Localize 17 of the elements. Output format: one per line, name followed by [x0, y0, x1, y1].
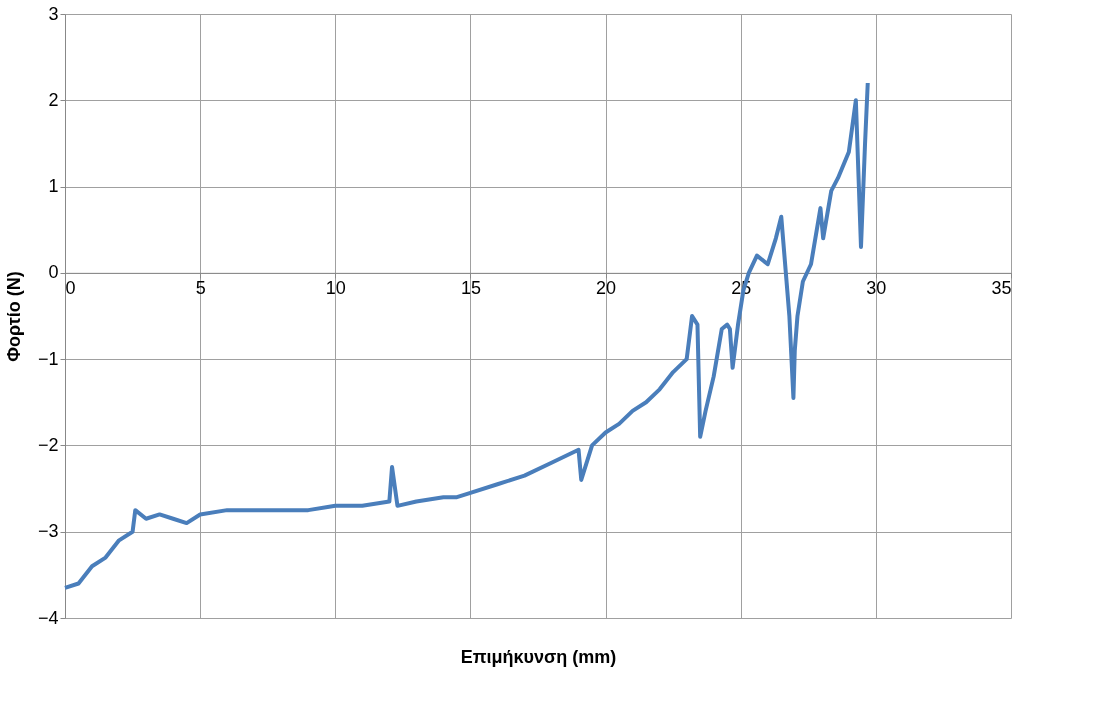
y-tick-label: 2	[48, 89, 59, 110]
x-axis-title: Επιμήκυνση (mm)	[460, 646, 617, 667]
x-tick-label: 35	[991, 278, 1012, 299]
x-tick-label: 5	[195, 278, 206, 299]
y-tick-label: −2	[37, 434, 59, 455]
y-tick-label: 0	[48, 262, 59, 283]
y-axis-title: Φορτίο (N)	[3, 271, 24, 362]
x-tick-label: 20	[596, 278, 617, 299]
y-tick-label: 3	[48, 3, 59, 24]
x-tick-label: 15	[460, 278, 481, 299]
y-tick-label: 1	[48, 176, 59, 197]
y-tick-label: −4	[37, 607, 59, 628]
x-tick-label: 0	[65, 278, 76, 299]
x-tick-label: 10	[325, 278, 346, 299]
y-tick-label: −1	[37, 348, 59, 369]
x-tick-label: 30	[866, 278, 887, 299]
y-tick-label: −3	[37, 521, 59, 542]
